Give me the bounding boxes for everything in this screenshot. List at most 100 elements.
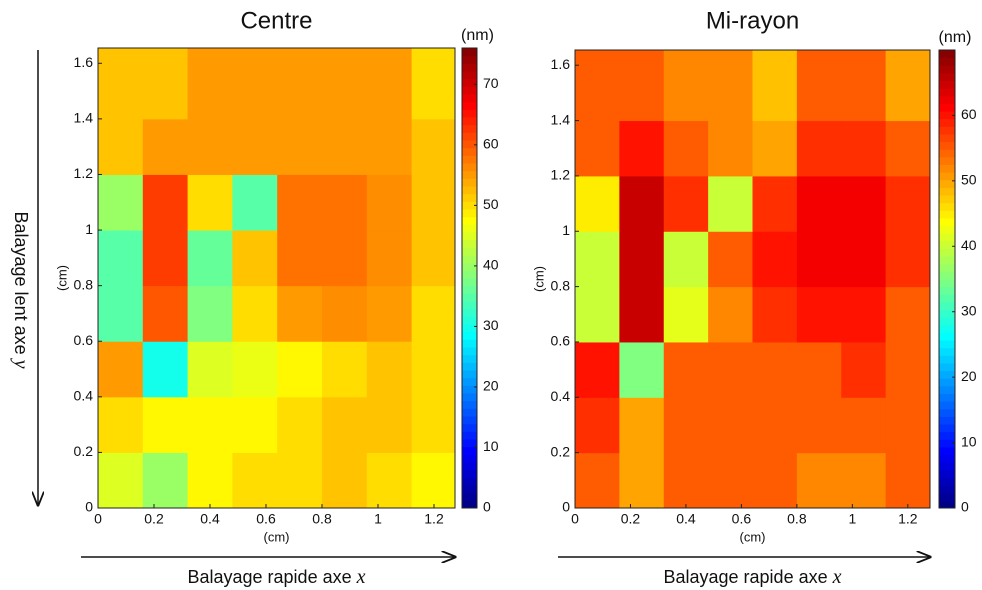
x-axis-label: (cm) xyxy=(264,529,290,544)
colorbar-strip xyxy=(462,71,477,80)
heat-cell xyxy=(575,341,620,398)
colorbar-strip xyxy=(939,439,955,448)
heat-cell xyxy=(796,50,842,122)
heat-cell xyxy=(187,285,233,342)
y-tick-label: 0.4 xyxy=(551,388,571,404)
colorbar-tick-label: 70 xyxy=(483,75,499,91)
heat-cell xyxy=(366,174,413,231)
colorbar-strip xyxy=(939,286,955,295)
heat-cell xyxy=(98,118,144,175)
colorbar-strip xyxy=(462,477,477,486)
colorbar-strip xyxy=(462,101,477,110)
heat-cell xyxy=(187,118,233,175)
colorbar-strip xyxy=(939,195,955,204)
colorbar-strip xyxy=(462,446,477,455)
heat-cell xyxy=(142,341,189,398)
colorbar-strip xyxy=(462,155,477,164)
heat-cell xyxy=(142,396,189,453)
colorbar-strip xyxy=(462,140,477,149)
heat-cell xyxy=(663,231,709,288)
x-caption: Balayage rapide axe x xyxy=(187,566,365,588)
heat-cell xyxy=(708,175,753,232)
heat-cell xyxy=(187,341,233,398)
heat-cell xyxy=(575,50,620,122)
heat-cell xyxy=(752,175,798,232)
y-axis-label: (cm) xyxy=(531,266,546,292)
colorbar-strip xyxy=(939,88,955,97)
x-tick-label: 0 xyxy=(94,511,102,527)
heat-cell xyxy=(708,231,753,288)
colorbar-strip xyxy=(939,424,955,433)
colorbar-strip xyxy=(462,232,477,241)
x-tick-label: 1.2 xyxy=(898,511,918,527)
chart-title: Centre xyxy=(240,7,312,34)
colorbar-strip xyxy=(462,109,477,118)
colorbar-strip xyxy=(462,94,477,103)
heat-cell xyxy=(277,285,323,342)
heat-cell xyxy=(663,397,709,454)
heat-cell xyxy=(277,118,323,175)
colorbar-strip xyxy=(462,408,477,417)
colorbar-strip xyxy=(939,72,955,82)
colorbar-strip xyxy=(939,210,955,219)
heat-cell xyxy=(98,341,144,398)
x-tick-label: 1 xyxy=(374,511,382,527)
colorbar-strip xyxy=(939,164,955,173)
heat-cell xyxy=(885,231,931,288)
heat-cell xyxy=(619,175,665,232)
colorbar-strip xyxy=(939,233,955,242)
colorbar-strip xyxy=(939,141,955,150)
colorbar-strip xyxy=(939,65,955,74)
colorbar-strip xyxy=(939,401,955,410)
colorbar-strip xyxy=(939,446,955,456)
heat-cell xyxy=(885,452,931,509)
colorbar-strip xyxy=(462,239,477,248)
colorbar-strip xyxy=(939,378,955,387)
colorbar-strip xyxy=(939,248,955,257)
colorbar-tick-label: 30 xyxy=(483,317,499,333)
colorbar-strip xyxy=(462,124,477,133)
colorbar-tick-label: 10 xyxy=(483,438,499,454)
heat-cell xyxy=(142,174,189,231)
x-caption-text: Balayage rapide axe xyxy=(187,567,351,587)
heat-cell xyxy=(232,396,278,453)
heat-cell xyxy=(98,452,144,509)
heat-cell xyxy=(752,231,798,288)
y-tick-label: 0.6 xyxy=(551,333,571,349)
colorbar-tick-label: 10 xyxy=(961,433,977,449)
colorbar-strip xyxy=(462,224,477,233)
heat-cell xyxy=(841,452,887,509)
colorbar-strip xyxy=(462,347,477,356)
heat-cell xyxy=(796,120,842,177)
colorbar-strip xyxy=(939,301,955,311)
heat-cell xyxy=(366,48,413,120)
colorbar-strip xyxy=(462,354,477,363)
x-caption-text: Balayage rapide axe xyxy=(663,567,827,587)
colorbar-strip xyxy=(462,117,477,126)
colorbar-strip xyxy=(462,301,477,310)
colorbar-strip xyxy=(939,317,955,326)
colorbar-strip xyxy=(462,278,477,287)
colorbar-strip xyxy=(462,209,477,218)
heat-cell xyxy=(575,397,620,454)
colorbar-strip xyxy=(939,332,955,341)
colorbar-frame xyxy=(938,49,956,509)
heat-cell xyxy=(752,341,798,398)
plot-frame xyxy=(574,49,931,509)
x-caption-var: x xyxy=(356,566,366,588)
heat-cell xyxy=(796,286,842,343)
colorbar-strip xyxy=(939,149,955,158)
colorbar-strip xyxy=(462,285,477,294)
heat-cell xyxy=(322,452,368,509)
heat-cell xyxy=(411,396,456,453)
heat-cell xyxy=(796,341,842,398)
heat-cell xyxy=(708,286,753,343)
colorbar-strip xyxy=(462,324,477,333)
colorbar-strip xyxy=(462,255,477,264)
heat-cell xyxy=(98,285,144,342)
x-tick-label: 0.2 xyxy=(621,511,641,527)
colorbar-strip xyxy=(939,95,955,104)
heat-cell xyxy=(142,48,189,120)
colorbar-label: (nm) xyxy=(939,29,972,46)
colorbar-strip xyxy=(462,48,477,57)
